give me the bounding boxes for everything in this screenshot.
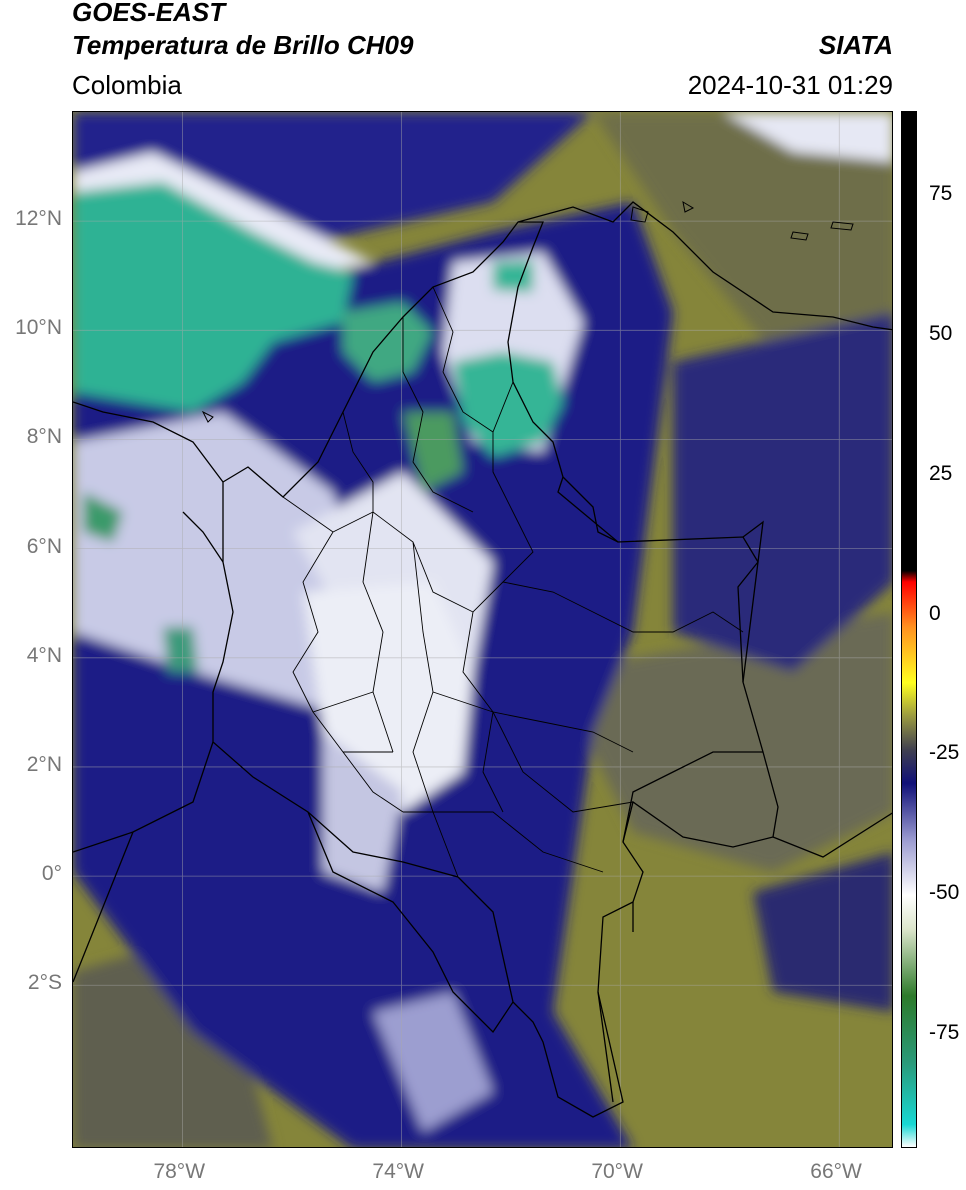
- lon-tick-label: 74°W: [372, 1160, 424, 1183]
- source-label: SIATA: [818, 30, 893, 60]
- datetime-label: 2024-10-31 01:29: [687, 70, 893, 100]
- satellite-map: [72, 111, 893, 1148]
- colorbar-tick-label: -75: [929, 1021, 960, 1045]
- lon-tick-label: 66°W: [810, 1160, 862, 1183]
- ecuador-peru-border: [73, 741, 514, 1034]
- lat-tick-label: 4°N: [26, 643, 62, 667]
- colorbar-tick-label: 0: [929, 601, 941, 625]
- colorbar-tick-label: 75: [929, 181, 953, 205]
- product-title: Temperatura de Brillo CH09: [72, 30, 414, 60]
- lat-tick-label: 10°N: [15, 316, 62, 340]
- coastline-islands: [201, 200, 854, 423]
- lon-tick-label: 78°W: [153, 1160, 206, 1183]
- colorbar-tick-label: 25: [929, 461, 953, 485]
- venezuela-border: [517, 201, 892, 683]
- country-borders: [73, 200, 892, 1118]
- colorbar-gradient: [902, 112, 916, 1147]
- colombia-border: [212, 221, 779, 1118]
- panama-border: [73, 401, 224, 563]
- lat-tick-label: 0°: [41, 862, 62, 886]
- lat-tick-label: 8°N: [26, 425, 62, 449]
- cloud-field: [73, 112, 892, 1147]
- region-label: Colombia: [72, 70, 182, 100]
- lon-tick-label: 70°W: [591, 1160, 643, 1183]
- lat-tick-label: 2°N: [26, 752, 62, 776]
- colorbar-tick-label: -25: [929, 741, 960, 765]
- lat-tick-label: 2°S: [27, 971, 62, 995]
- lat-tick-label: 12°N: [15, 207, 62, 231]
- department-borders: [282, 286, 744, 878]
- satellite-title: GOES-EAST: [72, 0, 226, 27]
- colorbar-fill: [902, 112, 916, 1147]
- lat-tick-label: 6°N: [26, 534, 62, 558]
- colorbar: [901, 111, 917, 1148]
- colorbar-tick-label: -50: [929, 881, 960, 905]
- brazil-border: [597, 751, 892, 1103]
- colorbar-tick-label: 50: [929, 321, 953, 345]
- map-canvas: [73, 112, 892, 1147]
